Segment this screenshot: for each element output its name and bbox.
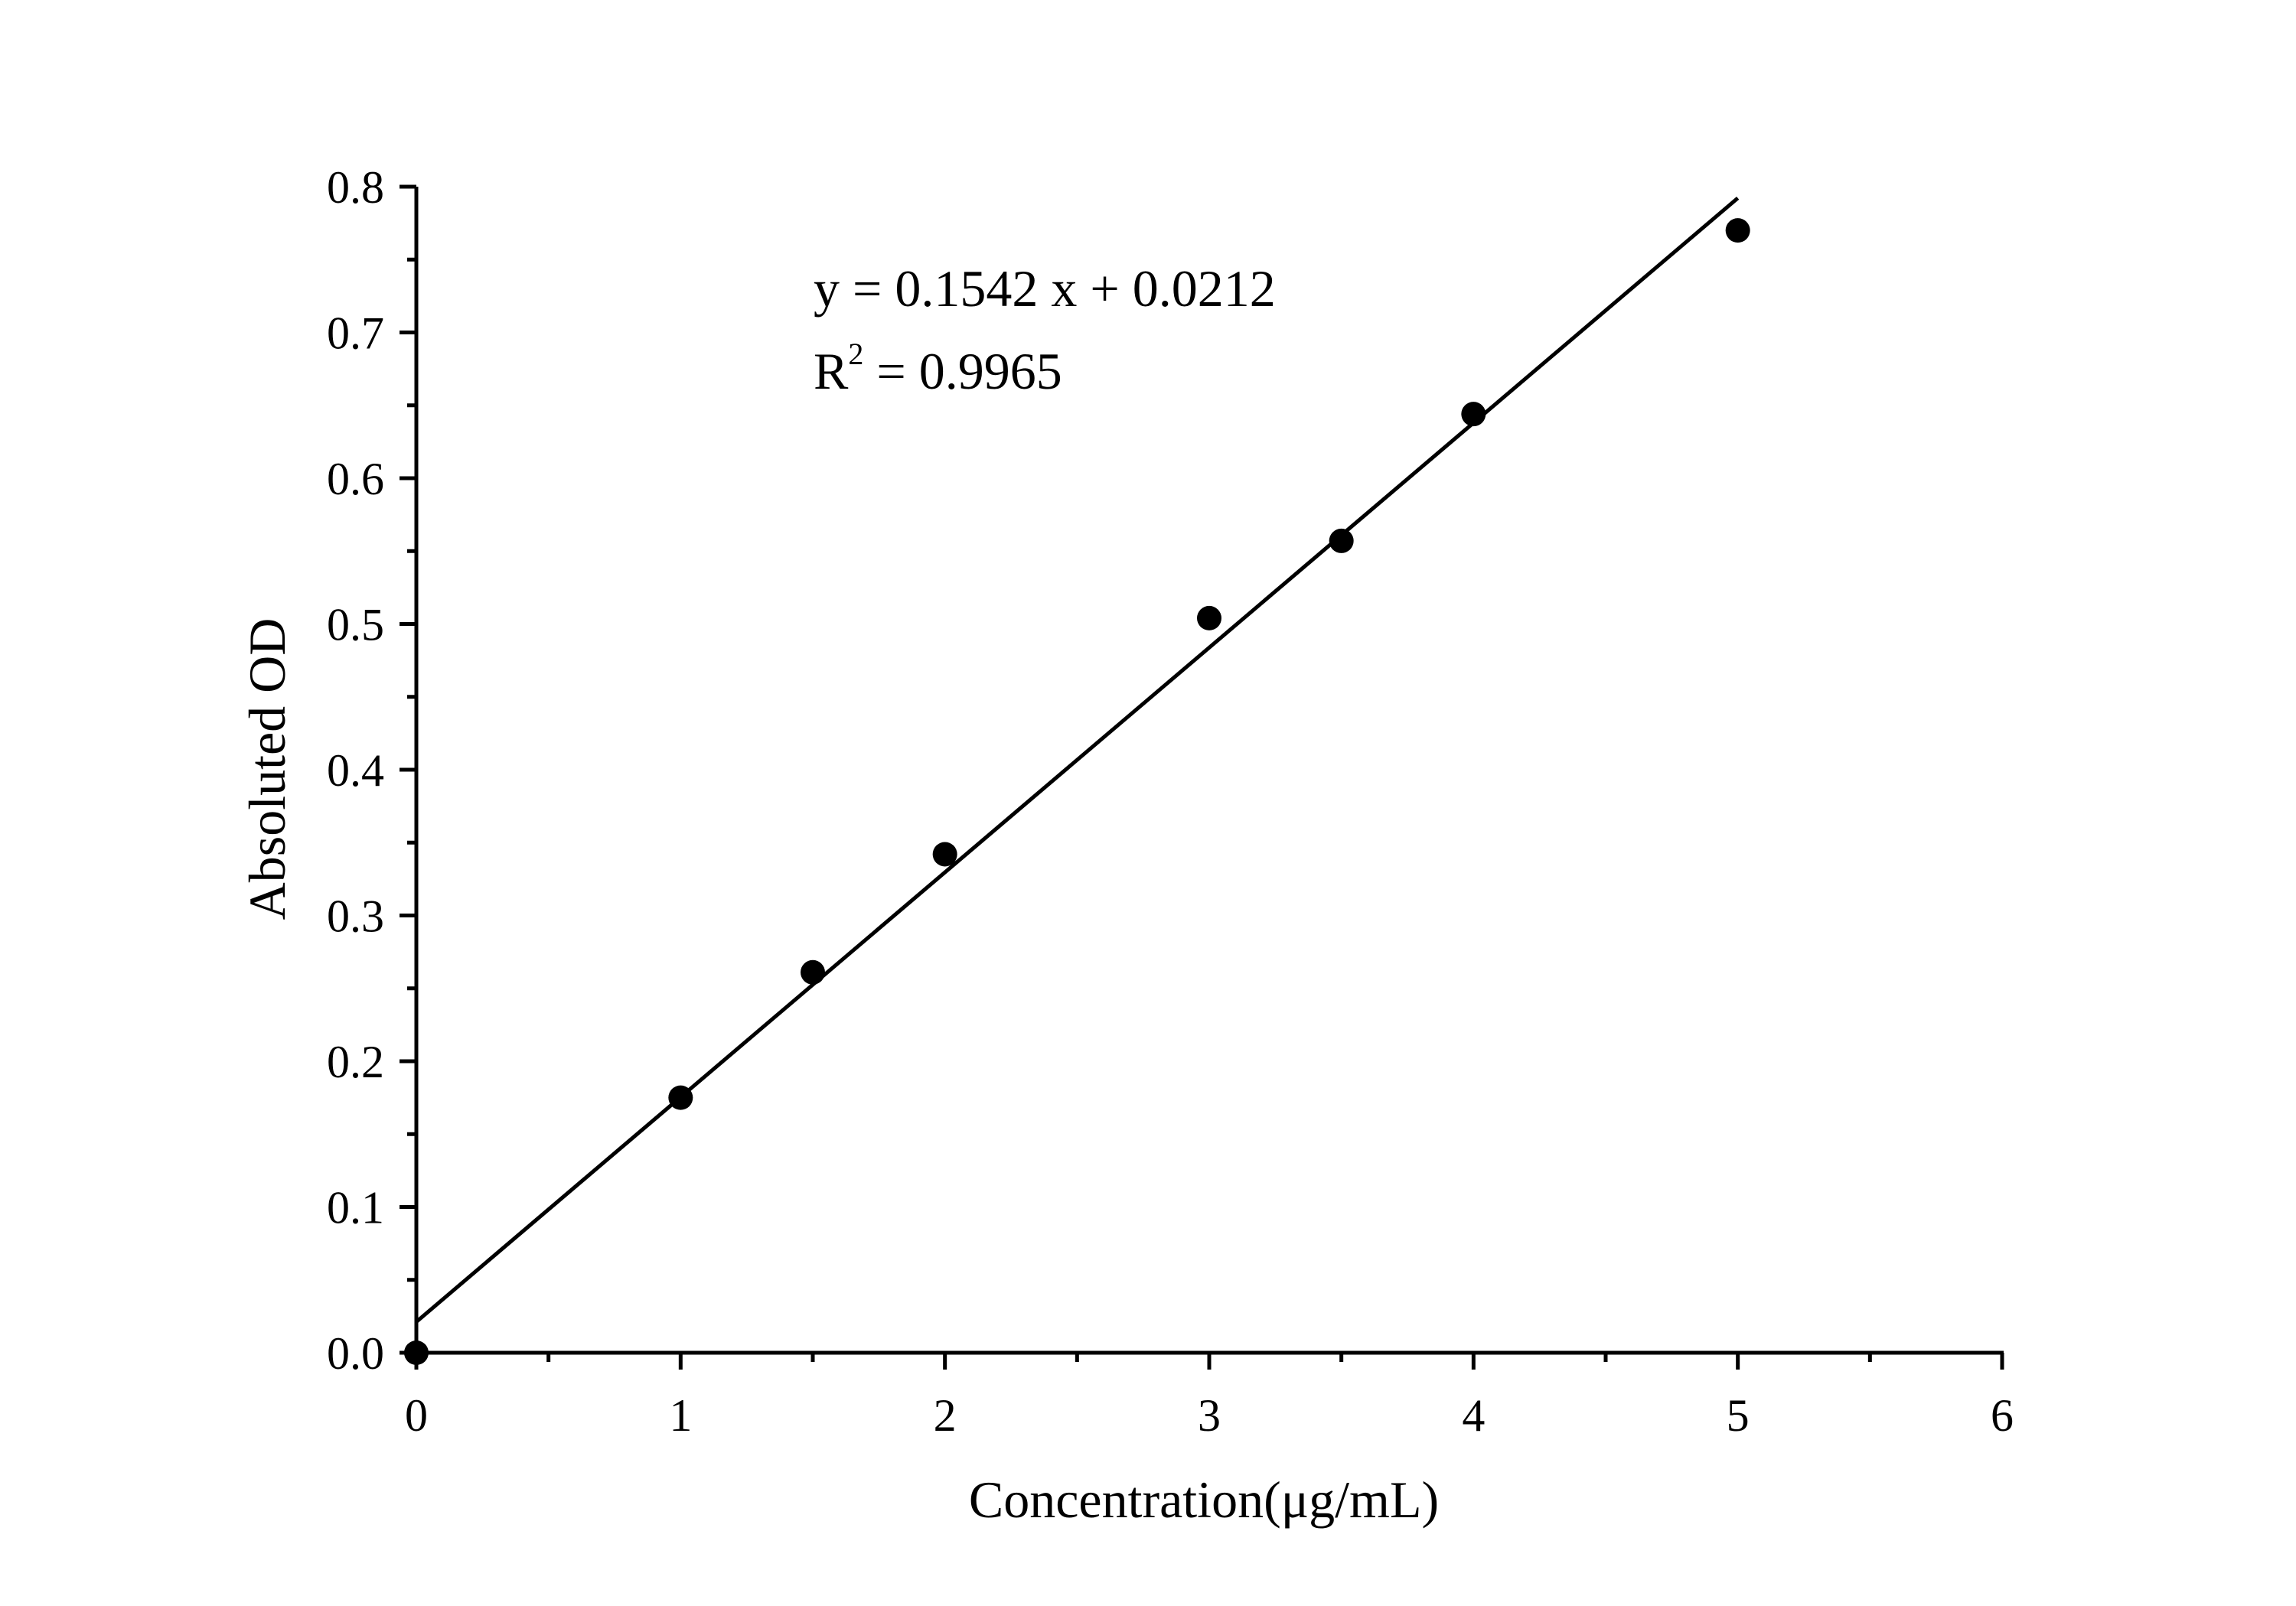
y-tick-label: 0.1 xyxy=(327,1183,384,1233)
axes xyxy=(400,184,2004,1370)
tick-labels: 0 1 2 3 4 5 6 0.0 0.1 0.2 0.3 0.4 0.5 0.6 0.7 0.8 xyxy=(327,162,2014,1441)
x-tick-label: 2 xyxy=(934,1390,957,1441)
r2-prefix: R xyxy=(814,342,849,400)
y-tick-label: 0.2 xyxy=(327,1037,384,1087)
y-tick-label: 0.5 xyxy=(327,600,384,650)
x-tick-label: 6 xyxy=(1991,1390,2014,1441)
y-tick-label: 0.7 xyxy=(327,308,384,359)
y-tick-label: 0.6 xyxy=(327,454,384,504)
y-tick-label: 0.8 xyxy=(327,162,384,213)
data-point xyxy=(404,1341,429,1365)
x-tick-label: 4 xyxy=(1462,1390,1485,1441)
fit-line xyxy=(415,196,1740,1324)
r-squared-annotation: R2 = 0.9965 xyxy=(814,337,1062,400)
r2-value: = 0.9965 xyxy=(863,342,1062,400)
data-point xyxy=(1725,218,1750,243)
data-point xyxy=(1329,528,1354,553)
data-point xyxy=(801,959,825,985)
y-tick-label: 0.0 xyxy=(327,1328,384,1379)
y-axis-title: Absoluted OD xyxy=(238,618,296,920)
x-tick-label: 5 xyxy=(1727,1390,1750,1441)
data-point xyxy=(932,842,957,867)
x-axis-title: Concentration(μg/mL) xyxy=(969,1471,1439,1529)
x-tick-label: 3 xyxy=(1198,1390,1221,1441)
y-tick-label: 0.3 xyxy=(327,891,384,942)
y-tick-label: 0.4 xyxy=(327,745,384,796)
r2-superscript: 2 xyxy=(848,337,863,371)
x-tick-label: 0 xyxy=(405,1390,428,1441)
data-point xyxy=(668,1085,693,1110)
data-point xyxy=(1461,402,1486,427)
x-tick-label: 1 xyxy=(669,1390,692,1441)
fit-line-group xyxy=(415,196,1740,1324)
equation-annotation: y = 0.1542 x + 0.0212 xyxy=(814,259,1276,318)
data-point xyxy=(1197,605,1221,630)
data-points xyxy=(404,218,1750,1365)
